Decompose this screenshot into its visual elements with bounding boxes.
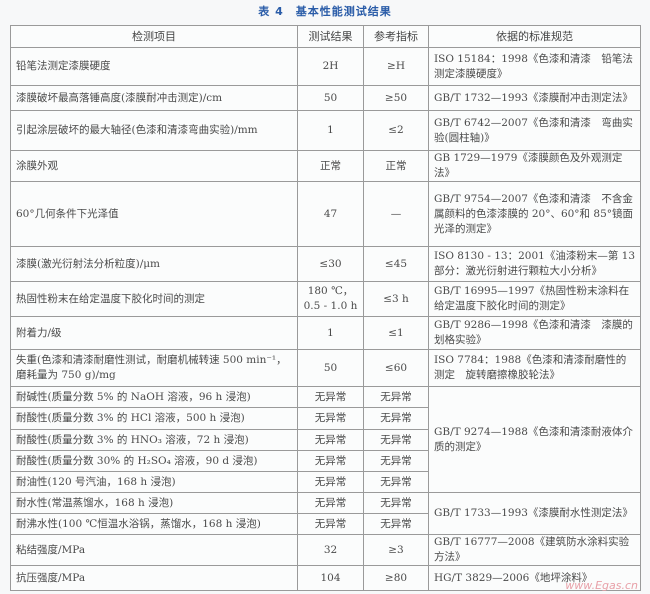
cell-standard: GB/T 16995—1997《热固性粉末涂料在给定温度下胶化时间的测定》 <box>428 281 641 317</box>
cell-standard: GB/T 1732—1993《漆膜耐冲击测定法》 <box>428 85 641 111</box>
table-row: 耐酸性(质量分数 3% 的 HCl 溶液，500 h 浸泡) 无异常 无异常 <box>10 407 641 430</box>
cell-result: 180 ℃，0.5 - 1.0 h <box>297 281 364 317</box>
cell-result: 无异常 <box>297 407 364 430</box>
cell-result: 50 <box>297 85 364 111</box>
cell-result: 无异常 <box>297 386 364 408</box>
header-standard: 依据的标准规范 <box>428 25 641 48</box>
table-row: 漆膜破坏最高落锤高度(漆膜耐冲击测定)/cm 50 ≥50 GB/T 1732—199… <box>10 85 641 111</box>
cell-standard: ISO 7784：1988《色漆和清漆耐磨性的测定 旋转磨擦橡胶轮法》 <box>428 349 641 387</box>
cell-item: 耐油性(120 号汽油，168 h 浸泡) <box>10 471 298 493</box>
cell-item: 漆膜破坏最高落锤高度(漆膜耐冲击测定)/cm <box>10 85 298 111</box>
cell-reference: ≤45 <box>363 246 429 282</box>
cell-item: 抗压强度/MPa <box>10 565 298 591</box>
cell-result: 1 <box>297 316 364 350</box>
header-item: 检测项目 <box>10 25 298 48</box>
cell-item: 铅笔法测定漆膜硬度 <box>10 47 298 86</box>
cell-result: 无异常 <box>297 513 364 535</box>
cell-result: 104 <box>297 565 364 591</box>
cell-reference: ≥50 <box>363 85 429 111</box>
cell-result: 47 <box>297 181 364 247</box>
cell-item: 耐酸性(质量分数 3% 的 HCl 溶液，500 h 浸泡) <box>10 407 298 430</box>
cell-reference: 无异常 <box>363 386 429 408</box>
table-title: 表 4 基本性能测试结果 <box>258 5 392 18</box>
cell-reference: 无异常 <box>363 450 429 472</box>
cell-item: 耐酸性(质量分数 3% 的 HNO₃ 溶液，72 h 浸泡) <box>10 429 298 451</box>
cell-standard: GB/T 6742—2007《色漆和清漆 弯曲实验(圆柱轴)》 <box>428 110 641 151</box>
cell-result: 2H <box>297 47 364 86</box>
cell-item: 耐水性(常温蒸馏水，168 h 浸泡) <box>10 492 298 514</box>
cell-item: 耐碱性(质量分数 5% 的 NaOH 溶液，96 h 浸泡) <box>10 386 298 408</box>
table-row: 耐酸性(质量分数 3% 的 HNO₃ 溶液，72 h 浸泡) 无异常 无异常 <box>10 429 641 451</box>
cell-reference: ≥3 <box>363 534 429 566</box>
table-row: 耐碱性(质量分数 5% 的 NaOH 溶液，96 h 浸泡) 无异常 无异常 GB/T… <box>10 386 641 493</box>
cell-reference: ≤1 <box>363 316 429 350</box>
table-row: 涂膜外观 正常 正常 GB 1729—1979《漆膜颜色及外观测定法》 <box>10 150 641 182</box>
cell-reference: ≤2 <box>363 110 429 151</box>
table-row: 失重(色漆和清漆耐磨性测试，耐磨机械转速 500 min⁻¹，磨耗量为 750 … <box>10 349 641 387</box>
cell-result: 正常 <box>297 150 364 182</box>
cell-result: 无异常 <box>297 450 364 472</box>
cell-standard: ISO 8130 - 13：2001《油漆粉末—第 13 部分：激光衍射进行颗粒… <box>428 246 641 282</box>
cell-item: 热固性粉末在给定温度下胶化时间的测定 <box>10 281 298 317</box>
cell-item: 失重(色漆和清漆耐磨性测试，耐磨机械转速 500 min⁻¹，磨耗量为 750 … <box>10 349 298 387</box>
table-row: 耐沸水性(100 ℃恒温水浴锅，蒸馏水，168 h 浸泡) 无异常 无异常 <box>10 513 641 535</box>
watermark: www.Egas.cn <box>565 579 638 592</box>
performance-test-table: 检测项目 测试结果 参考指标 依据的标准规范 铅笔法测定漆膜硬度 2H ≥H ISO … <box>10 25 641 591</box>
table-row: 耐油性(120 号汽油，168 h 浸泡) 无异常 无异常 <box>10 471 641 493</box>
cell-item: 涂膜外观 <box>10 150 298 182</box>
cell-reference: 无异常 <box>363 429 429 451</box>
cell-standard: GB/T 16777—2008《建筑防水涂料实验方法》 <box>428 534 641 566</box>
cell-standard: ISO 15184：1998《色漆和清漆 铅笔法测定漆膜硬度》 <box>428 47 641 86</box>
cell-standard: GB 1729—1979《漆膜颜色及外观测定法》 <box>428 150 641 182</box>
table-row: 漆膜(激光衍射法分析粒度)/μm ≤30 ≤45 ISO 8130 - 13：2001… <box>10 246 641 282</box>
cell-standard: HG/T 3829—2006《地坪涂料》 <box>428 565 641 591</box>
cell-reference: 正常 <box>363 150 429 182</box>
header-reference: 参考指标 <box>363 25 429 48</box>
cell-reference: 无异常 <box>363 407 429 430</box>
cell-item: 引起涂层破坏的最大轴径(色漆和清漆弯曲实验)/mm <box>10 110 298 151</box>
cell-item: 附着力/级 <box>10 316 298 350</box>
cell-reference: ≥80 <box>363 565 429 591</box>
cell-result: 无异常 <box>297 471 364 493</box>
cell-reference: 无异常 <box>363 492 429 514</box>
cell-result: 32 <box>297 534 364 566</box>
cell-reference: ≤3 h <box>363 281 429 317</box>
cell-reference: 无异常 <box>363 513 429 535</box>
cell-reference: ≥H <box>363 47 429 86</box>
cell-item: 粘结强度/MPa <box>10 534 298 566</box>
table-row: 抗压强度/MPa 104 ≥80 HG/T 3829—2006《地坪涂料》 <box>10 565 641 591</box>
table-header-row: 检测项目 测试结果 参考指标 依据的标准规范 <box>10 25 641 48</box>
cell-result: 50 <box>297 349 364 387</box>
cell-result: 无异常 <box>297 492 364 514</box>
cell-result: ≤30 <box>297 246 364 282</box>
table-row: 引起涂层破坏的最大轴径(色漆和清漆弯曲实验)/mm 1 ≤2 GB/T 6742—20… <box>10 110 641 151</box>
cell-item: 耐酸性(质量分数 30% 的 H₂SO₄ 溶液，90 d 浸泡) <box>10 450 298 472</box>
table-row: 耐水性(常温蒸馏水，168 h 浸泡) 无异常 无异常 GB/T 1733—1993《… <box>10 492 641 535</box>
header-result: 测试结果 <box>297 25 364 48</box>
table-row: 铅笔法测定漆膜硬度 2H ≥H ISO 15184：1998《色漆和清漆 铅笔法测定漆… <box>10 47 641 86</box>
cell-reference: ≤60 <box>363 349 429 387</box>
cell-result: 无异常 <box>297 429 364 451</box>
cell-standard: GB/T 1733—1993《漆膜耐水性测定法》 <box>428 492 641 535</box>
cell-standard: GB/T 9274—1988《色漆和清漆耐液体介质的测定》 <box>428 386 641 493</box>
cell-item: 60°几何条件下光泽值 <box>10 181 298 247</box>
cell-reference: 无异常 <box>363 471 429 493</box>
table-row: 粘结强度/MPa 32 ≥3 GB/T 16777—2008《建筑防水涂料实验方法》 <box>10 534 641 566</box>
table-row: 60°几何条件下光泽值 47— GB/T 9754—2007《色漆和清漆 不含金属颜… <box>10 181 641 247</box>
cell-standard: GB/T 9754—2007《色漆和清漆 不含金属颜料的色漆漆膜的 20°、60… <box>428 181 641 247</box>
cell-item: 漆膜(激光衍射法分析粒度)/μm <box>10 246 298 282</box>
cell-reference: — <box>363 181 429 247</box>
cell-standard: GB/T 9286—1998《色漆和清漆 漆膜的划格实验》 <box>428 316 641 350</box>
cell-item: 耐沸水性(100 ℃恒温水浴锅，蒸馏水，168 h 浸泡) <box>10 513 298 535</box>
table-row: 附着力/级 1 ≤1 GB/T 9286—1998《色漆和清漆 漆膜的划格实验》 <box>10 316 641 350</box>
cell-result: 1 <box>297 110 364 151</box>
